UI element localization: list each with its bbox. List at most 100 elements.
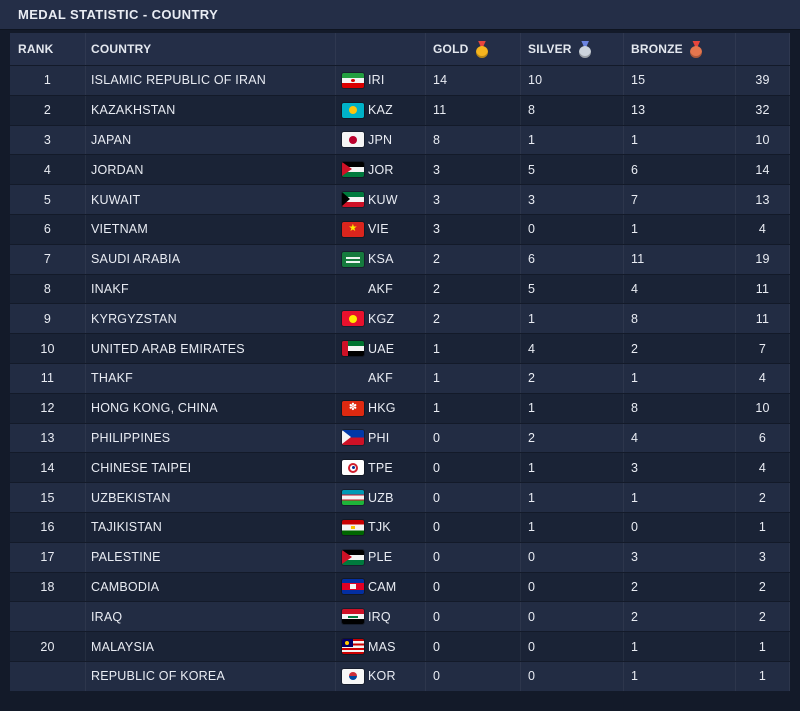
row-rank: 9 — [43, 311, 52, 326]
row-flag-cell — [335, 274, 365, 304]
row-silver: 0 — [520, 214, 623, 244]
row-code: TJK — [368, 520, 391, 535]
row-bronze: 13 — [623, 95, 735, 125]
row-rank: 1 — [43, 73, 52, 88]
row-rank — [10, 662, 85, 691]
row-gold: 0 — [425, 423, 520, 453]
row-code: KOR — [368, 669, 396, 684]
row-country: TAJIKISTAN — [85, 512, 335, 542]
row-bronze: 0 — [623, 512, 735, 542]
row-total: 2 — [735, 602, 790, 632]
row-rank: 12 — [40, 401, 55, 416]
row-bronze: 2 — [623, 602, 735, 632]
row-gold: 0 — [425, 453, 520, 483]
row-rank: 7 — [43, 252, 52, 267]
table-row: 20 MALAYSIA MAS 0 0 1 1 — [10, 632, 790, 662]
row-total: 2 — [735, 483, 790, 512]
page-title: MEDAL STATISTIC - COUNTRY — [18, 7, 219, 22]
row-gold: 2 — [425, 244, 520, 274]
row-country: THAKF — [85, 363, 335, 393]
row-silver: 2 — [520, 363, 623, 393]
row-bronze: 1 — [623, 483, 735, 512]
row-bronze: 1 — [623, 632, 735, 661]
table-row: 14 CHINESE TAIPEI TPE 0 1 3 4 — [10, 453, 790, 484]
row-code: AKF — [368, 371, 393, 386]
row-total: 10 — [735, 125, 790, 155]
row-gold: 1 — [425, 393, 520, 423]
row-flag-cell — [335, 483, 365, 512]
row-silver: 8 — [520, 95, 623, 125]
row-gold: 2 — [425, 274, 520, 304]
row-bronze: 4 — [623, 274, 735, 304]
table-row: 6 VIETNAM VIE 3 0 1 4 — [10, 214, 790, 245]
row-total: 11 — [735, 274, 790, 304]
row-code: IRI — [368, 73, 385, 88]
row-code: IRQ — [368, 609, 391, 624]
country-flag-icon — [342, 549, 364, 565]
row-country: KYRGYZSTAN — [85, 304, 335, 334]
row-bronze: 3 — [623, 542, 735, 572]
row-rank: 16 — [40, 520, 55, 535]
row-total: 11 — [735, 304, 790, 334]
row-gold: 0 — [425, 661, 520, 691]
country-flag-icon — [342, 102, 364, 118]
row-rank: 3 — [43, 132, 52, 147]
row-flag-cell — [335, 185, 365, 214]
country-flag-icon — [342, 251, 364, 267]
row-code: JPN — [368, 132, 393, 147]
row-flag-cell — [335, 423, 365, 453]
row-total: 14 — [735, 155, 790, 185]
table-row: 5 KUWAIT KUW 3 3 7 13 — [10, 185, 790, 215]
row-gold: 3 — [425, 155, 520, 185]
table-row: IRAQ IRQ 0 0 2 2 — [10, 602, 790, 633]
row-code: KGZ — [368, 311, 395, 326]
gold-medal-icon — [475, 41, 488, 58]
header-bronze-label: BRONZE — [631, 42, 683, 56]
row-flag-cell — [335, 155, 365, 185]
row-bronze: 1 — [623, 661, 735, 691]
row-country: JAPAN — [85, 125, 335, 155]
row-bronze: 1 — [623, 363, 735, 393]
row-code: KAZ — [368, 103, 393, 118]
table-row: 3 JAPAN JPN 8 1 1 10 — [10, 125, 790, 156]
row-total: 4 — [735, 363, 790, 393]
row-gold: 0 — [425, 572, 520, 602]
country-flag-icon — [342, 341, 364, 357]
header-rank: RANK — [18, 42, 54, 56]
row-code: TPE — [368, 460, 393, 475]
country-flag-icon — [342, 519, 364, 535]
row-silver: 0 — [520, 661, 623, 691]
row-gold: 0 — [425, 542, 520, 572]
row-rank: 5 — [43, 192, 52, 207]
row-silver: 1 — [520, 393, 623, 423]
row-bronze: 7 — [623, 185, 735, 214]
row-country: VIETNAM — [85, 214, 335, 244]
country-flag-icon — [342, 400, 364, 416]
row-total: 2 — [735, 572, 790, 602]
row-rank: 20 — [40, 639, 55, 654]
row-silver: 0 — [520, 602, 623, 632]
row-flag-cell — [335, 572, 365, 602]
table-row: 15 UZBEKISTAN UZB 0 1 1 2 — [10, 483, 790, 513]
row-flag-cell — [335, 632, 365, 661]
country-flag-icon — [342, 490, 364, 506]
row-total: 4 — [735, 453, 790, 483]
row-rank: 6 — [43, 222, 52, 237]
row-silver: 0 — [520, 572, 623, 602]
row-rank: 15 — [40, 490, 55, 505]
country-flag-icon — [342, 221, 364, 237]
row-gold: 1 — [425, 334, 520, 363]
row-gold: 0 — [425, 512, 520, 542]
table-body: 1 ISLAMIC REPUBLIC OF IRAN IRI 14 10 15 … — [10, 66, 790, 692]
row-rank: 11 — [40, 371, 55, 386]
table-header-row: RANK COUNTRY GOLD SILVER BRONZE — [10, 33, 790, 65]
row-total: 1 — [735, 512, 790, 542]
country-flag-icon — [342, 430, 364, 446]
country-flag-icon — [342, 609, 364, 625]
row-code: JOR — [368, 162, 394, 177]
row-rank: 4 — [43, 162, 52, 177]
country-flag-icon — [342, 311, 364, 327]
medal-statistics-table: RANK COUNTRY GOLD SILVER BRONZE 1 ISLAMI… — [10, 33, 790, 692]
row-total: 4 — [735, 214, 790, 244]
row-gold: 1 — [425, 363, 520, 393]
